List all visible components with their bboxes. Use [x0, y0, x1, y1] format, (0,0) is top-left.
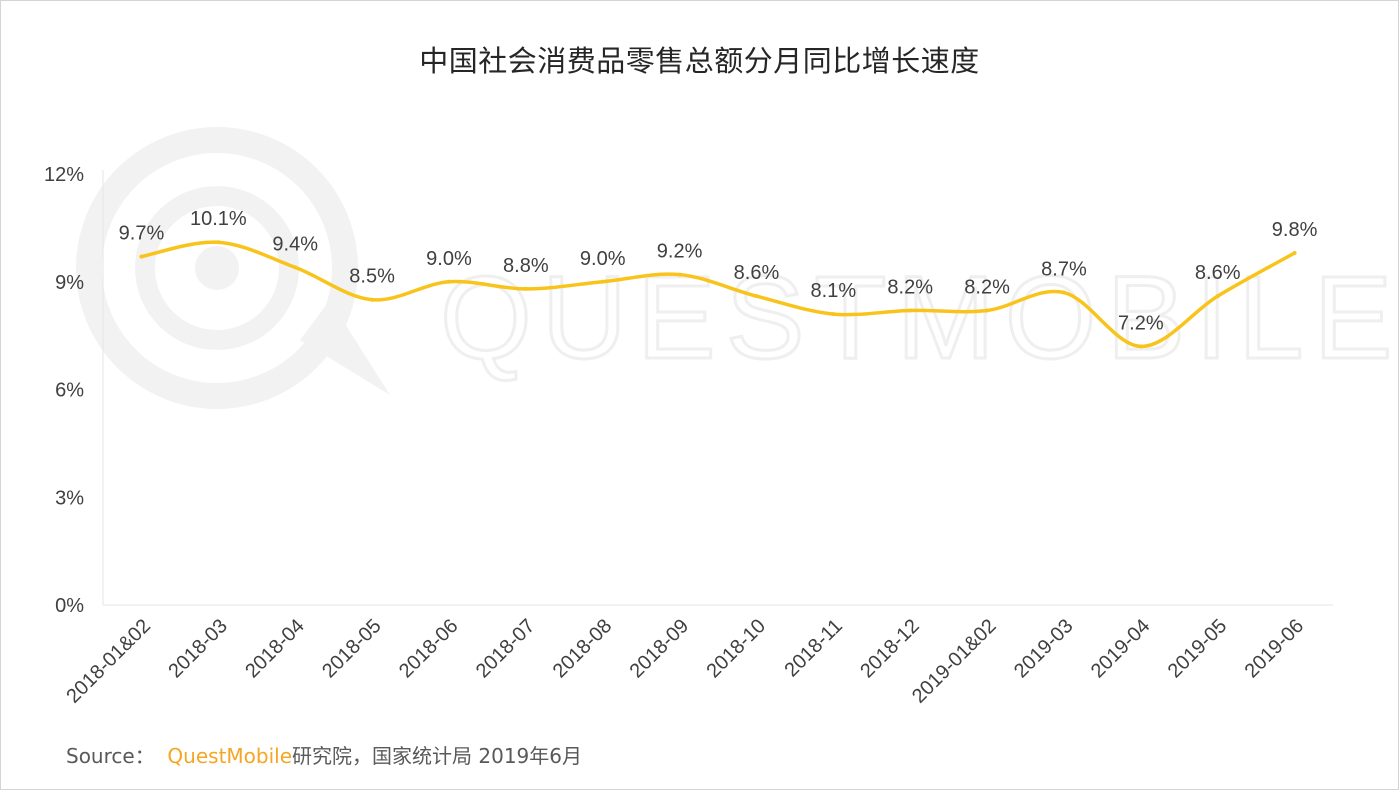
- data-point: [831, 312, 836, 317]
- watermark: QUESTMOBILE: [76, 127, 1399, 409]
- x-tick-label: 2018-05: [318, 615, 385, 682]
- data-label: 9.0%: [580, 248, 626, 270]
- series-group: [139, 240, 1297, 349]
- data-point: [1138, 344, 1143, 349]
- data-point: [1061, 290, 1066, 295]
- y-tick-label: 9%: [55, 272, 84, 294]
- source-rest: 研究院，国家统计局 2019年6月: [292, 744, 582, 768]
- x-tick-label: 2018-04: [241, 615, 308, 682]
- data-label: 9.7%: [119, 223, 165, 245]
- data-point: [677, 272, 682, 277]
- data-point: [370, 297, 375, 302]
- data-label: 8.2%: [964, 276, 1010, 298]
- data-point: [446, 279, 451, 284]
- x-tick-label: 2019-04: [1087, 615, 1154, 682]
- data-point: [523, 286, 528, 291]
- data-label: 8.6%: [1195, 262, 1241, 284]
- data-label: 9.2%: [657, 241, 703, 263]
- data-label: 8.2%: [887, 276, 933, 298]
- y-tick-label: 0%: [55, 595, 84, 617]
- data-label: 9.4%: [272, 233, 318, 255]
- chart-title: 中国社会消费品零售总额分月同比增长速度: [419, 44, 980, 78]
- data-point: [1292, 251, 1297, 256]
- series-line: [139, 240, 1297, 349]
- x-tick-label: 2018-12: [856, 615, 923, 682]
- source-note: Source： QuestMobile研究院，国家统计局 2019年6月: [66, 740, 582, 769]
- data-label: 8.1%: [811, 280, 857, 302]
- data-point: [1215, 294, 1220, 299]
- data-label: 8.5%: [349, 266, 395, 288]
- x-tick-label: 2018-09: [626, 615, 693, 682]
- source-brand: QuestMobile: [167, 744, 293, 768]
- data-point: [139, 254, 144, 259]
- y-tick-label: 3%: [55, 487, 84, 509]
- data-label: 7.2%: [1118, 312, 1164, 334]
- y-tick-label: 6%: [55, 380, 84, 402]
- x-tick-label: 2019-05: [1164, 615, 1231, 682]
- data-point: [600, 279, 605, 284]
- x-tick-label: 2019-06: [1241, 615, 1308, 682]
- watermark-logo-inner-ring: [135, 186, 299, 350]
- source-prefix: Source：: [66, 744, 155, 768]
- x-tick-label: 2019-03: [1010, 615, 1077, 682]
- x-tick-label: 2018-06: [395, 615, 462, 682]
- data-point: [985, 308, 990, 313]
- x-tick-label: 2018-03: [164, 615, 231, 682]
- data-point: [908, 308, 913, 313]
- y-tick-label: 12%: [44, 164, 84, 186]
- x-tick-label: 2018-11: [780, 615, 846, 681]
- watermark-logo-outer-ring: [76, 127, 358, 409]
- data-point: [754, 294, 759, 299]
- data-point: [293, 265, 298, 270]
- data-label: 8.7%: [1041, 259, 1087, 281]
- data-labels-group: 9.7% 10.1% 9.4% 8.5% 9.0% 8.8% 9.0% 9.2% 8.6% 8.1…: [119, 208, 1318, 334]
- watermark-logo-dot: [195, 246, 239, 290]
- data-label: 10.1%: [190, 208, 247, 230]
- x-tick-label: 2018-07: [472, 615, 539, 682]
- x-tick-label: 2018-10: [703, 615, 770, 682]
- data-point: [216, 240, 221, 245]
- watermark-text: QUESTMOBILE: [440, 252, 1399, 384]
- x-tick-label: 2018-08: [549, 615, 616, 682]
- x-tick-label: 2018-01&02: [62, 615, 155, 708]
- data-label: 9.8%: [1272, 219, 1318, 241]
- data-label: 8.8%: [503, 255, 549, 277]
- data-label: 8.6%: [734, 262, 780, 284]
- watermark-logo-tail: [300, 300, 390, 395]
- data-label: 9.0%: [426, 248, 472, 270]
